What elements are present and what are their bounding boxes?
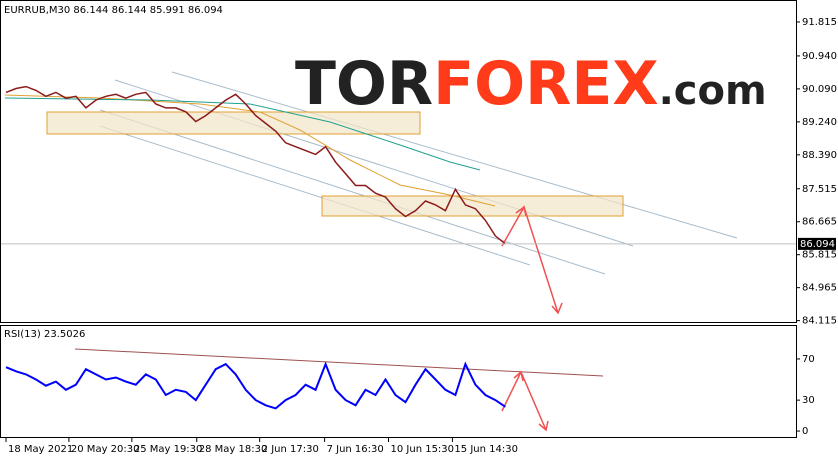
rsi-pane [0,325,797,438]
arrow-head [515,205,563,315]
x-tick-label: 25 May 19:30 [134,444,203,455]
y-tick-label: 0 [802,426,808,437]
chart-title: EURRUB,M30 86.144 86.144 85.991 86.094 [4,5,223,16]
channel-lines [99,71,738,275]
series-line [5,85,506,245]
y-tick-label: 88.390 [802,150,837,161]
series-line [5,361,506,410]
x-tick-label: 10 Jun 15:30 [391,444,455,455]
y-tick-label: 30 [802,395,815,406]
moving-average [4,97,481,171]
zone [321,195,624,217]
y-tick-label: 84.115 [802,316,837,327]
y-tick-label: 90.090 [802,84,837,95]
y-tick-label: 70 [802,354,815,365]
price-pane [0,0,797,323]
y-tick-label: 91.815 [802,17,837,28]
y-tick-label: 89.240 [802,117,837,128]
x-tick-label: 18 May 2021 [8,444,73,455]
rsi-title: RSI(13) 23.5026 [4,329,85,340]
x-tick-label: 7 Jun 16:30 [327,444,384,455]
price-tag-label: 86.094 [800,239,835,250]
watermark: TORFOREX.com [295,49,767,119]
y-tick-label: 86.665 [802,217,837,228]
y-tick-label: 87.515 [802,184,837,195]
x-tick-label: 15 Jun 14:30 [454,444,518,455]
brand-suffix: .com [659,68,767,114]
brand-a: TOR [295,49,433,119]
y-tick-label: 85.815 [802,250,837,261]
zone [46,111,421,135]
price-tag [798,237,836,250]
x-tick-label: 28 May 18:30 [199,444,268,455]
rsi-trendline [74,348,604,377]
y-tick-label: 90.940 [802,51,837,62]
brand-b: FOREX [433,49,658,119]
y-tick-label: 84.965 [802,283,837,294]
x-tick-label: 2 Jun 17:30 [262,444,319,455]
arrow-head [513,370,549,432]
x-tick-label: 20 May 20:30 [71,444,140,455]
